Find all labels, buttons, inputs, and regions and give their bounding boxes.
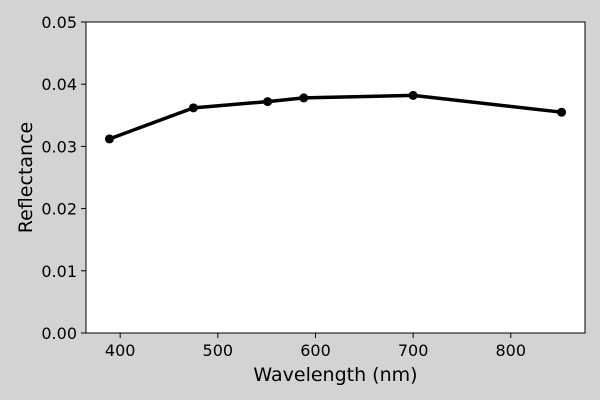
x-axis-ticks: 400 500 600 700 800 — [105, 333, 526, 360]
y-axis-label: Reflectance — [15, 122, 37, 233]
x-tick-label: 700 — [398, 341, 429, 360]
y-tick-label: 0.00 — [41, 324, 77, 343]
series-layer — [104, 90, 567, 144]
x-tick-label: 800 — [496, 341, 527, 360]
x-tick-label: 500 — [203, 341, 234, 360]
data-point — [188, 103, 198, 113]
data-point — [299, 93, 309, 103]
y-tick-label: 0.01 — [41, 262, 77, 281]
plot-area — [86, 22, 585, 333]
plot-frame — [85, 21, 586, 334]
x-axis-label: Wavelength (nm) — [253, 364, 417, 386]
series-line — [107, 93, 564, 141]
data-point — [557, 107, 567, 117]
data-point — [104, 134, 114, 144]
y-tick-label: 0.02 — [41, 200, 77, 219]
y-tick-label: 0.04 — [41, 75, 77, 94]
x-tick-label: 600 — [300, 341, 331, 360]
y-axis-ticks: 0.00 0.01 0.02 0.03 0.04 0.05 — [41, 13, 86, 343]
data-point — [263, 97, 273, 107]
y-tick-label: 0.03 — [41, 137, 77, 156]
data-point — [408, 90, 418, 100]
x-tick-label: 400 — [105, 341, 136, 360]
y-tick-label: 0.05 — [41, 13, 77, 32]
